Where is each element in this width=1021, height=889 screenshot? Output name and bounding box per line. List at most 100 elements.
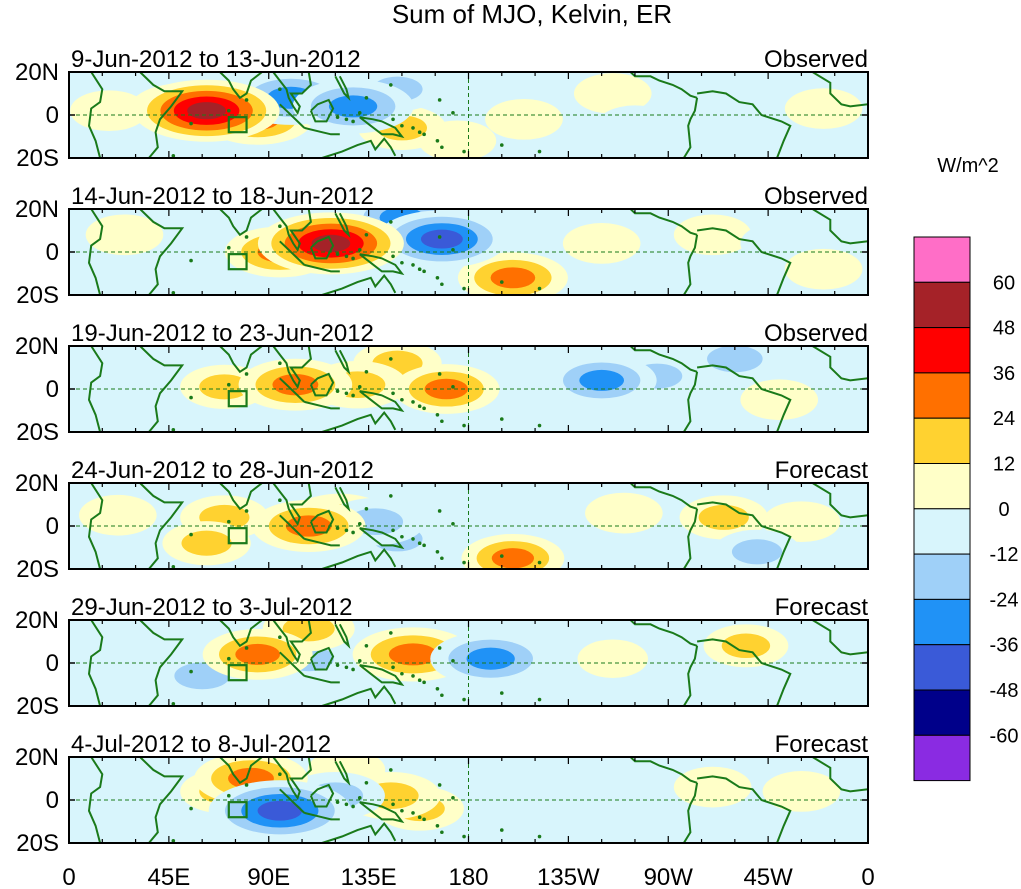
island-dot: [244, 509, 249, 513]
anomaly-contour: [420, 229, 463, 249]
index-box: [227, 527, 248, 545]
coastline: [629, 483, 698, 510]
anomaly-contour: [118, 385, 197, 427]
coastline: [321, 410, 397, 432]
coastline: [309, 509, 335, 534]
island-dot: [389, 494, 393, 498]
y-tick-label: 20S: [16, 282, 59, 309]
island-dot: [278, 498, 282, 503]
anomaly-contour: [282, 620, 335, 642]
coastline: [219, 757, 263, 785]
anomaly-contour: [562, 223, 641, 264]
island-dot: [227, 382, 231, 387]
island-dot: [422, 406, 426, 411]
coastline: [309, 372, 335, 397]
anomaly-contour: [784, 248, 863, 290]
anomaly-contour: [721, 633, 771, 659]
coastline: [279, 514, 305, 540]
island-dot: [391, 254, 395, 259]
y-tick-label: 0: [46, 376, 59, 403]
island-dot: [171, 154, 176, 158]
island-dot: [537, 834, 542, 839]
coastline: [811, 757, 868, 793]
coastline: [334, 623, 351, 650]
anomaly-contour: [181, 530, 232, 556]
coastline: [87, 620, 104, 706]
coastline: [219, 620, 263, 648]
x-tick-label: 135W: [537, 864, 600, 889]
coastline: [304, 674, 340, 684]
coastline: [309, 783, 335, 808]
coastline: [682, 645, 699, 706]
island-dot: [351, 804, 355, 809]
figure-title: Sum of MJO, Kelvin, ER: [392, 0, 672, 29]
island-dot: [344, 528, 349, 533]
coastline: [304, 126, 340, 136]
colorbar-level-label: 60: [993, 272, 1015, 294]
island-dot: [364, 644, 369, 648]
x-tick-label: 90W: [644, 864, 694, 889]
island-dot: [357, 111, 362, 115]
coastline: [359, 801, 405, 824]
island-dot: [335, 389, 340, 393]
island-dot: [422, 543, 426, 548]
panel-6: 20N 0 20S 4-Jul-2012 to 8-Jul-2012 Forecast: [15, 731, 869, 857]
colorbar-units-label: W/m^2: [937, 155, 999, 177]
colorbar-level-label: -24: [990, 589, 1019, 611]
island-dot: [344, 665, 349, 670]
anomaly-field: [69, 757, 868, 843]
coastline: [279, 788, 305, 814]
y-tick-label: 20N: [15, 59, 59, 86]
island-dot: [227, 656, 231, 661]
coastline: [272, 346, 312, 390]
coastline: [682, 97, 699, 158]
colorbar-bin: [913, 463, 971, 510]
coastline: [139, 483, 185, 569]
panel-date-range: 19-Jun-2012 to 23-Jun-2012: [71, 320, 374, 347]
coastline: [279, 651, 305, 677]
colorbar-bin: [913, 734, 971, 782]
island-dot: [189, 395, 193, 400]
colorbar-level-label: -60: [990, 725, 1019, 747]
island-dot: [411, 400, 415, 404]
anomaly-contour: [328, 95, 378, 118]
island-dot: [335, 663, 340, 667]
island-dot: [391, 528, 395, 533]
anomaly-contour: [596, 105, 674, 147]
island-dot: [462, 423, 466, 428]
island-dot: [451, 385, 455, 389]
x-tick-label: 45W: [743, 864, 793, 889]
colorbar-level-label: 36: [993, 363, 1015, 385]
coastline: [279, 103, 305, 129]
colorbar-bin: [913, 644, 971, 691]
island-dot: [391, 665, 395, 670]
island-dot: [437, 783, 442, 787]
coastline: [334, 212, 351, 239]
island-dot: [389, 83, 393, 87]
island-dot: [189, 121, 193, 126]
island-dot: [462, 834, 466, 839]
island-dot: [411, 537, 415, 541]
coastline: [279, 377, 305, 403]
anomaly-contour: [762, 771, 841, 812]
y-tick-label: 20S: [16, 419, 59, 446]
coastline: [629, 72, 698, 99]
colorbar-bin: [913, 372, 971, 419]
coastline: [321, 684, 397, 706]
island-dot: [227, 519, 231, 524]
coastline: [682, 234, 699, 295]
anomaly-contour: [673, 214, 752, 256]
island-dot: [499, 828, 504, 832]
colorbar-level-label: -36: [990, 635, 1019, 657]
colorbar-level-label: -12: [990, 544, 1019, 566]
anomaly-contour: [424, 378, 469, 400]
x-tick-label: 90E: [247, 864, 290, 889]
anomaly-contour: [577, 639, 648, 678]
panel-4: 20N 0 20S 24-Jun-2012 to 28-Jun-2012 Forecas…: [15, 457, 869, 583]
panel-5: 20N 0 20S 29-Jun-2012 to 3-Jul-2012 Forecast: [15, 594, 869, 720]
island-dot: [364, 370, 369, 374]
coastline: [334, 760, 351, 787]
coastline: [279, 240, 305, 266]
island-dot: [451, 522, 455, 526]
island-dot: [189, 669, 193, 674]
